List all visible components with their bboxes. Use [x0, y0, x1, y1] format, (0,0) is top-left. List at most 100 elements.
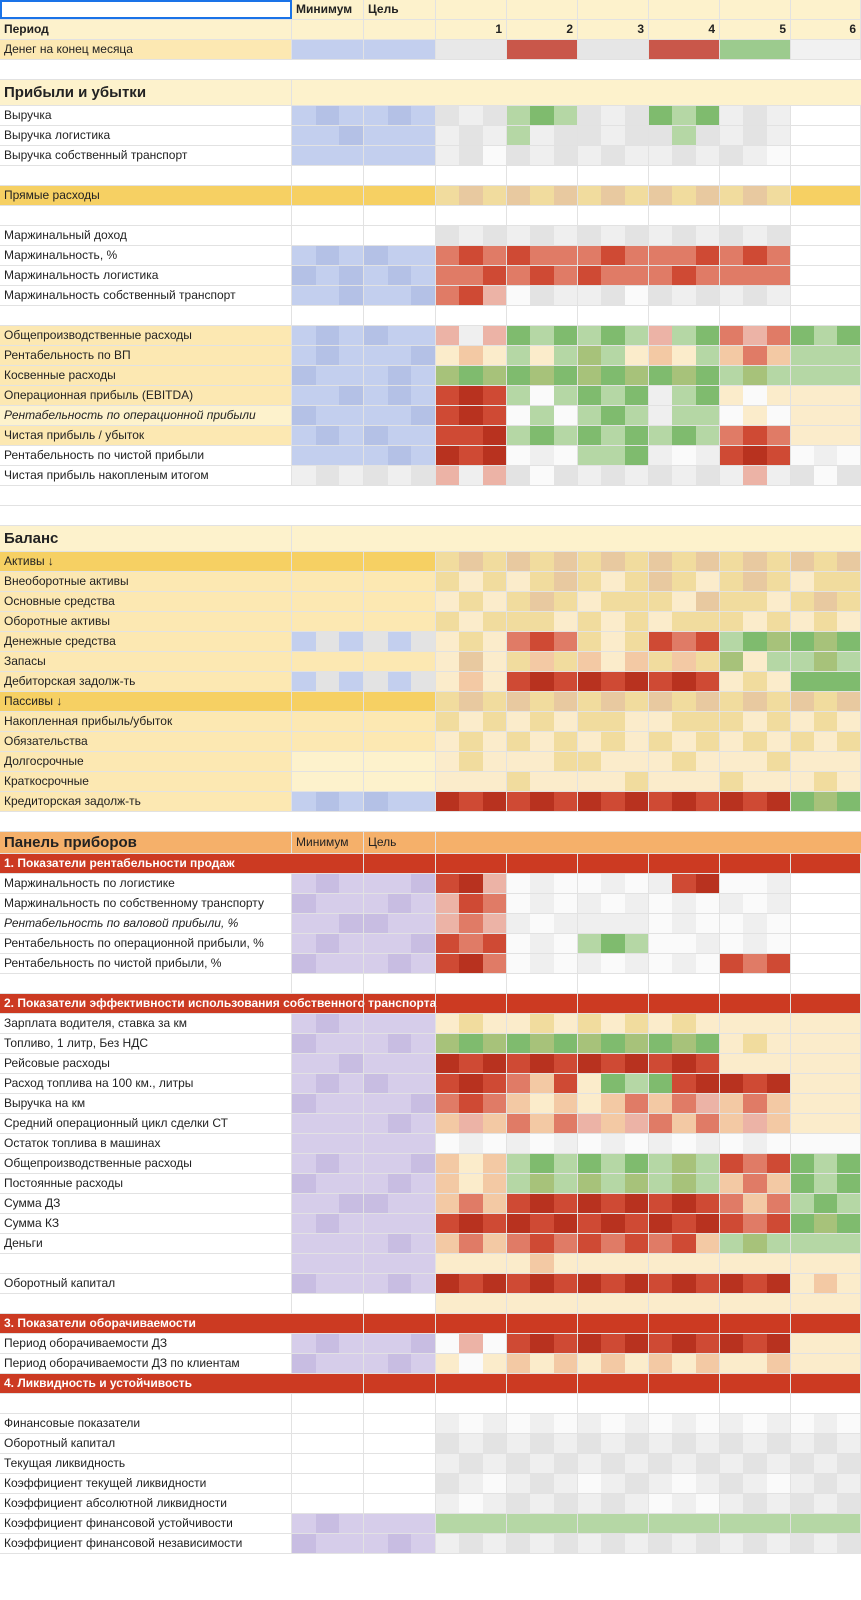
balance-row-label[interactable]: Обязательства: [0, 732, 292, 751]
p5-cell[interactable]: [720, 466, 791, 485]
p3-cell[interactable]: [578, 954, 649, 973]
p5-cell[interactable]: [720, 286, 791, 305]
p5-cell[interactable]: [720, 1154, 791, 1173]
p3-cell[interactable]: [578, 592, 649, 611]
min-cell[interactable]: [292, 854, 364, 873]
p5-cell[interactable]: [720, 572, 791, 591]
p4-cell[interactable]: [649, 1194, 720, 1213]
min-cell[interactable]: [292, 672, 364, 691]
p6-cell[interactable]: [791, 106, 861, 125]
p1-cell[interactable]: [436, 874, 507, 893]
p6-cell[interactable]: [791, 1394, 861, 1413]
min-cell[interactable]: [292, 792, 364, 811]
p3-cell[interactable]: [578, 366, 649, 385]
p4-cell[interactable]: [649, 1214, 720, 1233]
p2-cell[interactable]: [507, 1354, 578, 1373]
p2-cell[interactable]: [507, 652, 578, 671]
p4-cell[interactable]: [649, 954, 720, 973]
p1-cell[interactable]: [436, 672, 507, 691]
p3-cell[interactable]: [578, 914, 649, 933]
p3-cell[interactable]: [578, 386, 649, 405]
p1-cell[interactable]: [436, 386, 507, 405]
p2-cell[interactable]: [507, 934, 578, 953]
p1-cell[interactable]: [436, 1194, 507, 1213]
p5-cell[interactable]: [720, 974, 791, 993]
p2-cell[interactable]: [507, 306, 578, 325]
min-cell[interactable]: [292, 1114, 364, 1133]
min-cell[interactable]: [292, 146, 364, 165]
p2-cell[interactable]: [507, 286, 578, 305]
p5-cell[interactable]: [720, 306, 791, 325]
min-cell[interactable]: [292, 652, 364, 671]
p1-cell[interactable]: [436, 934, 507, 953]
period-label[interactable]: Период: [0, 20, 292, 39]
p2-cell[interactable]: [507, 632, 578, 651]
p6-cell[interactable]: [791, 1134, 861, 1153]
p3-cell[interactable]: [578, 632, 649, 651]
p4-cell[interactable]: [649, 1134, 720, 1153]
dashboard-row-label[interactable]: Рентабельность по чистой прибыли, %: [0, 954, 292, 973]
p5-cell[interactable]: [720, 1114, 791, 1133]
period-col-4-header[interactable]: [649, 0, 720, 19]
p5-cell[interactable]: [720, 1214, 791, 1233]
p5-cell[interactable]: [720, 732, 791, 751]
p6-cell[interactable]: [791, 1034, 861, 1053]
min-cell[interactable]: [292, 1254, 364, 1273]
p6-cell[interactable]: [791, 286, 861, 305]
p3-cell[interactable]: [578, 552, 649, 571]
p2-cell[interactable]: [507, 1494, 578, 1513]
pnl-row-label[interactable]: [0, 206, 292, 225]
p6-cell[interactable]: [791, 1154, 861, 1173]
goal-cell[interactable]: [364, 1434, 436, 1453]
p6-cell[interactable]: [791, 954, 861, 973]
p4-cell[interactable]: [649, 692, 720, 711]
p4-cell[interactable]: [649, 286, 720, 305]
p6-cell[interactable]: [791, 572, 861, 591]
p2-cell[interactable]: [507, 1014, 578, 1033]
p5-cell[interactable]: [720, 146, 791, 165]
p5-cell[interactable]: [720, 186, 791, 205]
p5-cell[interactable]: [720, 1334, 791, 1353]
p2-cell[interactable]: [507, 166, 578, 185]
p5-cell[interactable]: [720, 1294, 791, 1313]
cell-a1[interactable]: [0, 0, 292, 19]
p6-cell[interactable]: [791, 346, 861, 365]
p3-cell[interactable]: [578, 1314, 649, 1333]
min-cell[interactable]: [292, 1274, 364, 1293]
p5-cell[interactable]: [720, 1374, 791, 1393]
p3-cell[interactable]: [578, 1334, 649, 1353]
dashboard-row-label[interactable]: Рентабельность по операционной прибыли, …: [0, 934, 292, 953]
p3-cell[interactable]: [578, 266, 649, 285]
p4-cell[interactable]: [649, 1094, 720, 1113]
p4-cell[interactable]: [649, 226, 720, 245]
goal-cell[interactable]: [364, 1174, 436, 1193]
p5-cell[interactable]: [720, 206, 791, 225]
min-header[interactable]: Минимум: [292, 0, 364, 19]
p1-cell[interactable]: [436, 1454, 507, 1473]
goal-cell[interactable]: [364, 632, 436, 651]
min-cell[interactable]: [292, 1214, 364, 1233]
p6-cell[interactable]: [791, 266, 861, 285]
p5-cell[interactable]: [720, 346, 791, 365]
p1-cell[interactable]: [436, 1214, 507, 1233]
period-col-6-header[interactable]: [791, 0, 861, 19]
min-cell[interactable]: [292, 1394, 364, 1413]
p5-cell[interactable]: [720, 226, 791, 245]
p6-cell[interactable]: [791, 1234, 861, 1253]
min-cell[interactable]: [292, 1014, 364, 1033]
p1-cell[interactable]: [436, 752, 507, 771]
p4-cell[interactable]: [649, 166, 720, 185]
p2-cell[interactable]: [507, 1314, 578, 1333]
goal-cell[interactable]: [364, 974, 436, 993]
p6-cell[interactable]: [791, 386, 861, 405]
p4-cell[interactable]: [649, 406, 720, 425]
p5-cell[interactable]: [720, 1014, 791, 1033]
p6-cell[interactable]: [791, 1254, 861, 1273]
p3-cell[interactable]: [578, 894, 649, 913]
p5-cell[interactable]: [720, 552, 791, 571]
p1-cell[interactable]: [436, 106, 507, 125]
p6-cell[interactable]: [791, 1074, 861, 1093]
p3-cell[interactable]: [578, 206, 649, 225]
p2-cell[interactable]: [507, 1454, 578, 1473]
p5-cell[interactable]: [720, 652, 791, 671]
